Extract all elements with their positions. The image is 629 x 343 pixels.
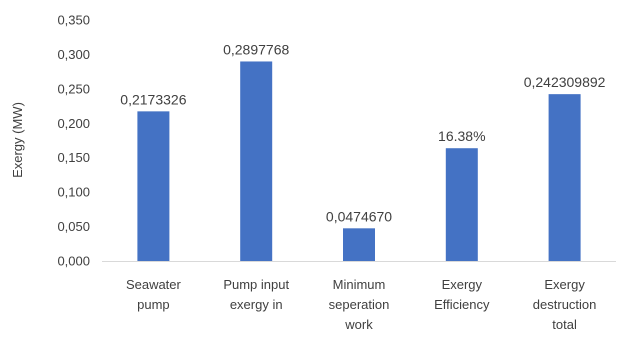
y-tick-label: 0,150 [57, 150, 90, 165]
y-axis-label: Exergy (MW) [10, 102, 25, 178]
category-label: Pump input exergy in [223, 277, 289, 312]
bar [240, 61, 273, 262]
category-label: Exergy destruction total [533, 277, 597, 332]
bars [137, 61, 581, 262]
y-tick-label: 0,100 [57, 185, 90, 200]
data-labels: 0,2173326 0,2897768 0,0474670 16.38% 0,24230… [120, 41, 605, 224]
category-label: Seawater pump [126, 277, 182, 312]
y-tick-label: 0,300 [57, 47, 90, 62]
y-tick-label: 0,350 [57, 13, 90, 28]
bar [445, 148, 478, 261]
data-label: 16.38% [438, 128, 485, 144]
y-tick-label: 0,200 [57, 116, 90, 131]
y-tick-label: 0,000 [57, 254, 90, 269]
bar [137, 111, 170, 261]
data-label: 0,242309892 [524, 74, 606, 90]
y-tick-label: 0,050 [57, 219, 90, 234]
category-labels: Seawater pump Pump input exergy in Minimum se… [126, 277, 596, 332]
y-tick-label: 0,250 [57, 81, 90, 96]
category-label: Minimum seperation work [329, 277, 390, 332]
y-axis-ticks: 0,000 0,050 0,100 0,150 0,200 0,250 0,300 0,350 [57, 13, 90, 269]
category-label: Exergy Efficiency [434, 277, 490, 312]
bar [548, 94, 581, 261]
data-label: 0,0474670 [326, 208, 392, 224]
data-label: 0,2173326 [120, 91, 186, 107]
bar [343, 228, 375, 261]
data-label: 0,2897768 [223, 41, 289, 57]
